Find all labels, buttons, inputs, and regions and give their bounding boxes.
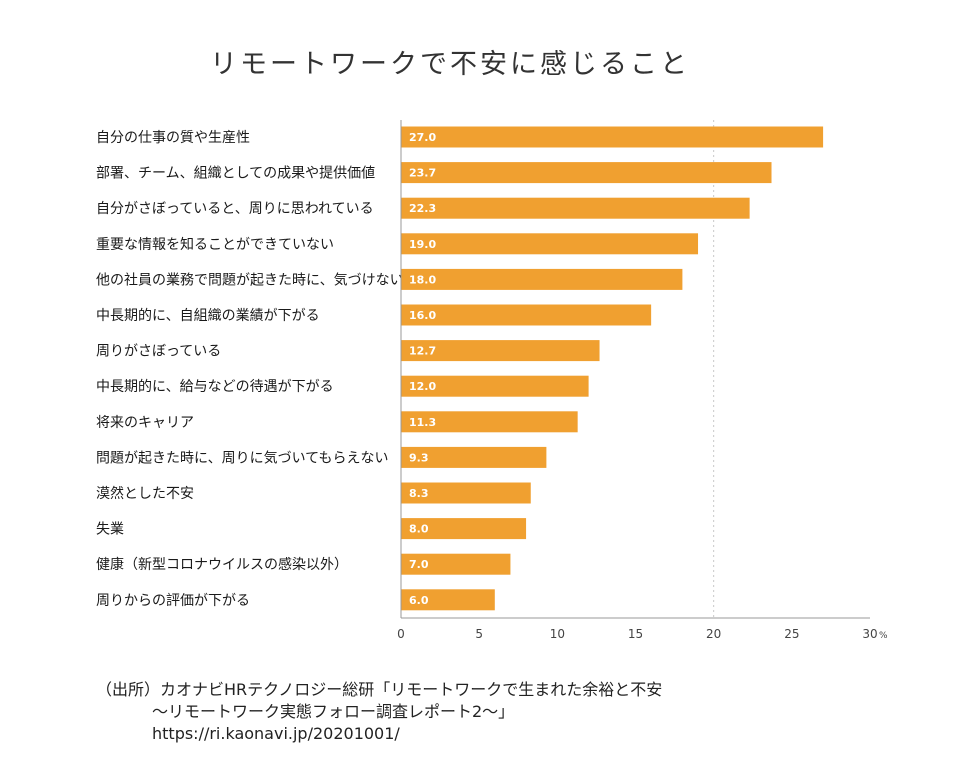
data-label: 7.0 [409,558,429,571]
x-tick-label: 15 [628,627,643,641]
x-tick-label: 0 [397,627,405,641]
data-label: 16.0 [409,309,436,322]
data-label: 12.0 [409,380,436,393]
bar [401,340,600,362]
x-tick-label: 25 [784,627,799,641]
x-tick-label: 5 [475,627,483,641]
category-label: 漠然とした不安 [96,485,194,502]
bar-chart: 自分の仕事の質や生産性 27.0 部署、チーム、組織としての成果や提供価値 23.7 自… [96,120,888,641]
category-label: 将来のキャリア [96,415,194,431]
category-label: 周りがさぼっている [96,344,221,360]
category-label: 周りからの評価が下がる [96,593,250,609]
category-label: 自分の仕事の質や生産性 [96,130,250,146]
source-line-2: ～リモートワーク実態フォロー調査レポート2～」 [152,702,515,721]
x-unit-label: % [879,631,888,641]
data-label: 19.0 [409,238,436,251]
bar [401,518,527,540]
x-tick-label: 30 [862,627,877,641]
data-label: 18.0 [409,273,436,286]
source-line-1: （出所）カオナビHRテクノロジー総研「リモートワークで生まれた余裕と不安 [96,680,663,699]
source-url: https://ri.kaonavi.jp/20201001/ [152,724,400,743]
bar [401,233,699,255]
data-label: 9.3 [409,451,429,464]
bar [401,126,824,148]
bar [401,268,683,290]
data-label: 12.7 [409,345,436,358]
category-label: 失業 [96,522,124,538]
category-label: 中長期的に、自組織の業績が下がる [96,308,320,324]
category-label: 問題が起きた時に、周りに気づいてもらえない [96,450,388,466]
category-label: 他の社員の業務で問題が起きた時に、気づけない [96,272,404,288]
bar [401,589,495,611]
bar [401,446,547,468]
bar [401,553,511,575]
bar [401,411,578,433]
data-label: 22.3 [409,202,436,215]
data-label: 8.3 [409,487,429,500]
chart-title: リモートワークで不安に感じること [210,49,690,80]
data-label: 11.3 [409,416,436,429]
category-label: 中長期的に、給与などの待遇が下がる [96,379,334,395]
category-label: 自分がさぼっていると、周りに思われている [96,201,374,217]
x-tick-label: 10 [550,627,565,641]
category-label: 部署、チーム、組織としての成果や提供価値 [96,166,375,182]
x-tick-label: 20 [706,627,721,641]
category-label: 重要な情報を知ることができていない [96,236,334,253]
data-label: 23.7 [409,167,436,180]
bar [401,482,531,504]
data-label: 8.0 [409,523,429,536]
bar [401,304,652,326]
bar [401,375,589,397]
category-label: 健康（新型コロナウイルスの感染以外） [96,556,348,573]
source-note: （出所）カオナビHRテクノロジー総研「リモートワークで生まれた余裕と不安 ～リモ… [96,679,662,745]
data-label: 6.0 [409,594,429,607]
bar [401,197,750,219]
data-label: 27.0 [409,131,436,144]
bar [401,162,772,184]
